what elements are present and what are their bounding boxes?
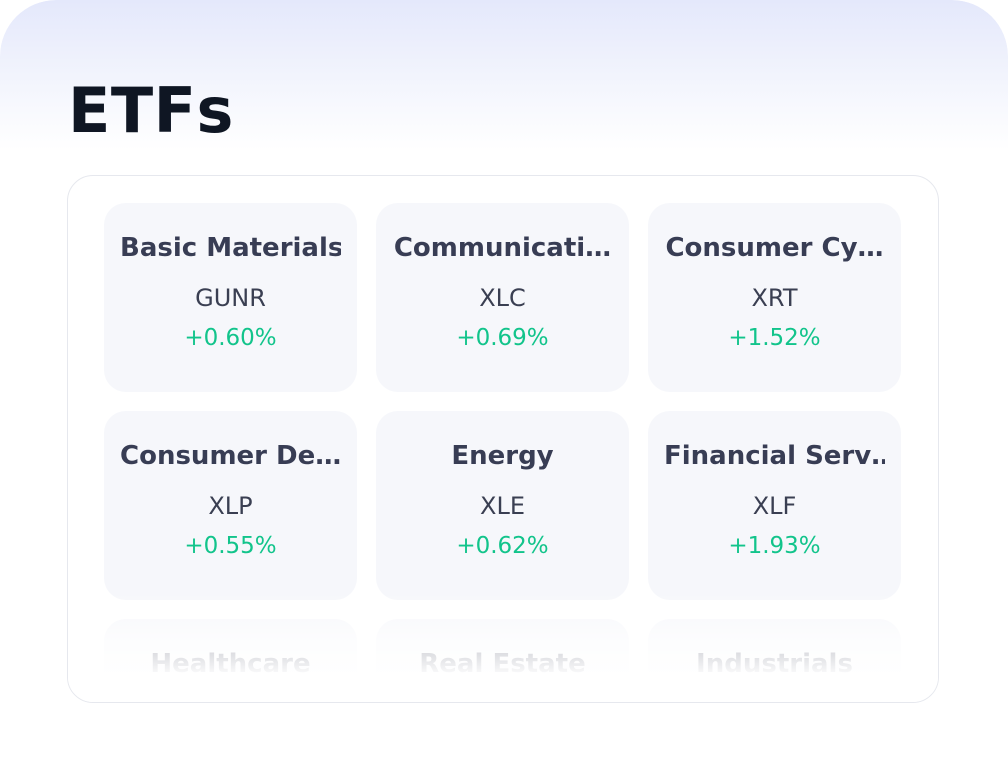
etf-card-real-estate[interactable]: Real Estate xyxy=(376,619,629,702)
etf-sector-name: Communicati… xyxy=(393,233,612,263)
etf-card-financial-services[interactable]: Financial Serv… XLF +1.93% xyxy=(648,411,901,600)
etf-sector-name: Industrials xyxy=(696,649,853,679)
etf-card-healthcare[interactable]: Healthcare xyxy=(104,619,357,702)
etf-ticker: GUNR xyxy=(195,284,266,312)
etf-change: +0.55% xyxy=(184,533,277,559)
etf-sector-name: Financial Serv… xyxy=(664,441,885,471)
etf-grid: Basic Materials GUNR +0.60% Communicati…… xyxy=(104,203,902,702)
etf-sector-name: Healthcare xyxy=(150,649,311,679)
etf-ticker: XLC xyxy=(479,284,526,312)
etf-card-basic-materials[interactable]: Basic Materials GUNR +0.60% xyxy=(104,203,357,392)
etf-sector-name: Real Estate xyxy=(419,649,586,679)
header-gradient xyxy=(0,0,1008,150)
etf-sector-name: Energy xyxy=(451,441,554,471)
etf-card-consumer-defensive[interactable]: Consumer De… XLP +0.55% xyxy=(104,411,357,600)
etf-sector-name: Consumer Cy… xyxy=(665,233,884,263)
etf-panel: Basic Materials GUNR +0.60% Communicati…… xyxy=(67,175,939,703)
etf-sector-name: Consumer De… xyxy=(120,441,341,471)
etf-card-energy[interactable]: Energy XLE +0.62% xyxy=(376,411,629,600)
etf-sector-name: Basic Materials xyxy=(120,233,341,263)
etf-change: +0.60% xyxy=(184,325,277,351)
page-title: ETFs xyxy=(68,74,234,147)
etf-card-consumer-cyclical[interactable]: Consumer Cy… XRT +1.52% xyxy=(648,203,901,392)
etf-ticker: XRT xyxy=(751,284,798,312)
etf-ticker: XLP xyxy=(208,492,253,520)
etf-change: +0.62% xyxy=(456,533,549,559)
etf-change: +1.52% xyxy=(728,325,821,351)
etf-card-communication[interactable]: Communicati… XLC +0.69% xyxy=(376,203,629,392)
etf-ticker: XLF xyxy=(752,492,797,520)
etf-change: +0.69% xyxy=(456,325,549,351)
etf-ticker: XLE xyxy=(480,492,525,520)
etf-change: +1.93% xyxy=(728,533,821,559)
etf-card-industrials[interactable]: Industrials xyxy=(648,619,901,702)
